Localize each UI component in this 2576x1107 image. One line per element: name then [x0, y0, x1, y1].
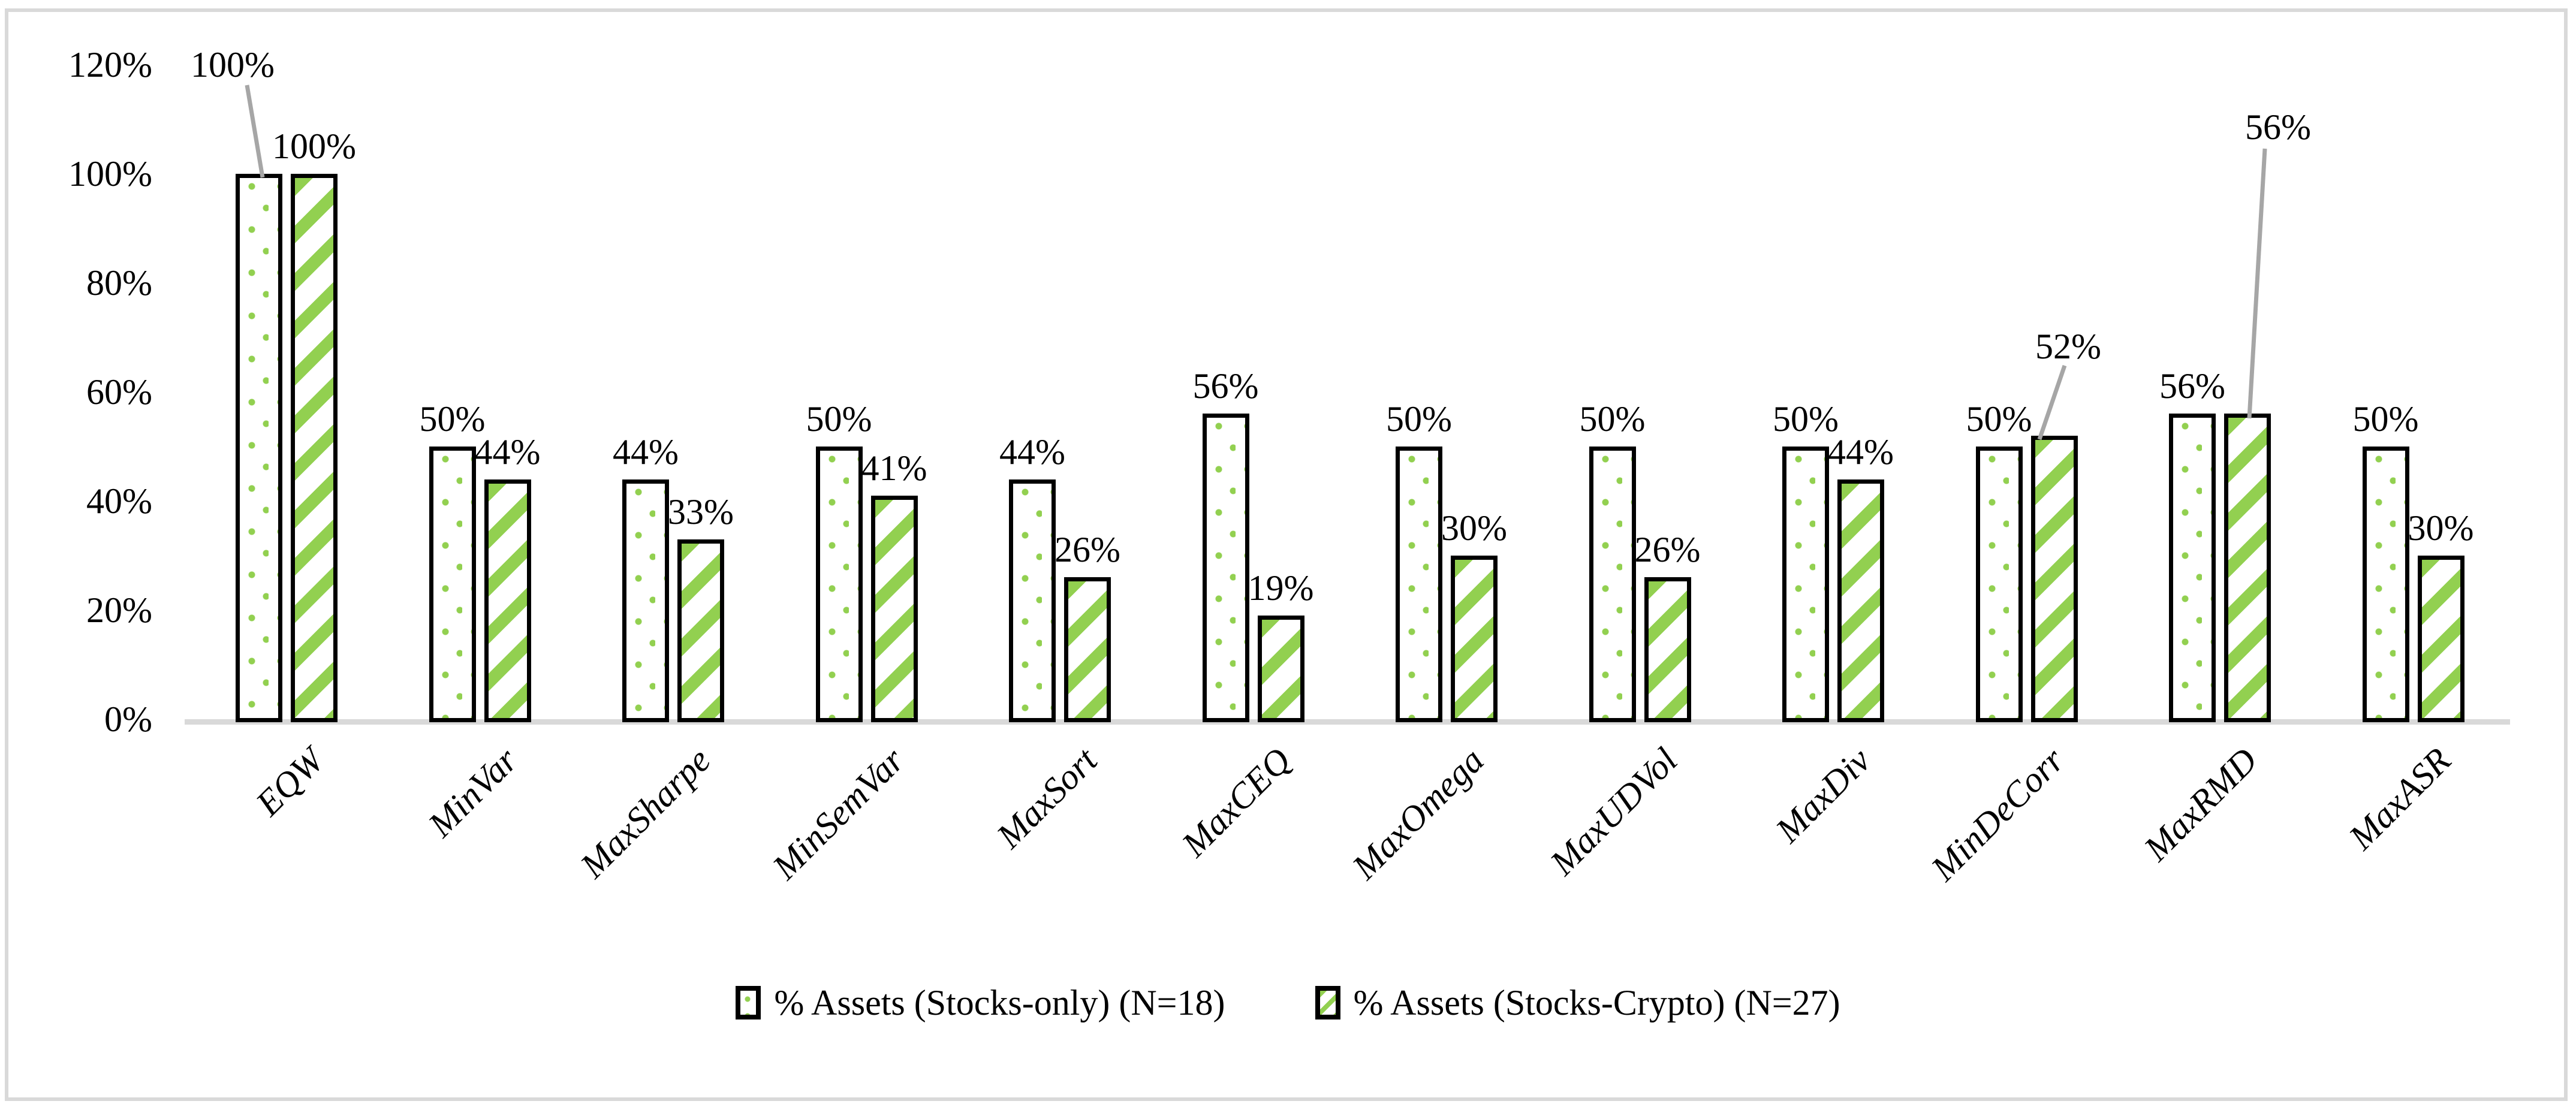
y-axis-tick-label: 40% — [86, 481, 152, 521]
data-label-series2-maxsharpe: 33% — [668, 491, 734, 532]
data-label-series2-maxrmd: 56% — [2245, 107, 2311, 147]
legend-label-stocks-only: % Assets (Stocks-only) (N=18) — [774, 983, 1225, 1022]
bar-series2-maxomega — [1451, 556, 1498, 722]
y-axis-tick-label: 120% — [68, 45, 152, 85]
data-label-series1-maxsharpe: 44% — [613, 432, 679, 472]
bar-series2-maxsharpe — [677, 539, 724, 722]
bar-series1-maxdiv — [1782, 447, 1829, 722]
x-axis-line — [185, 719, 2510, 725]
data-label-series2-mindecorr: 52% — [2035, 327, 2101, 366]
bar-series1-maxsort — [1009, 479, 1056, 722]
bar-series2-maxdiv — [1837, 479, 1884, 722]
bar-series1-maxrmd — [2169, 414, 2216, 722]
data-label-series1-maxceq: 56% — [1192, 366, 1259, 406]
bar-series2-mindecorr — [2030, 435, 2078, 722]
bar-series1-maxsharpe — [622, 479, 669, 722]
y-axis-tick-label: 100% — [68, 154, 152, 194]
legend-marker-striped-icon — [1315, 986, 1340, 1019]
bar-series2-minvar — [484, 479, 531, 722]
legend-label-stocks-crypto: % Assets (Stocks-Crypto) (N=27) — [1353, 983, 1840, 1022]
bar-series1-minvar — [429, 447, 476, 722]
bar-series2-maxsort — [1064, 577, 1111, 722]
data-label-series2-maxdiv: 44% — [1828, 432, 1894, 472]
legend-item-stocks-only: % Assets (Stocks-only) (N=18) — [736, 983, 1225, 1022]
data-label-series2-minvar: 44% — [474, 432, 541, 472]
data-label-series1-maxsort: 44% — [999, 432, 1065, 472]
y-axis-tick-label: 60% — [86, 372, 152, 412]
bar-series1-eqw — [236, 174, 282, 722]
bar-series2-eqw — [291, 174, 338, 722]
bar-series1-maxasr — [2362, 447, 2409, 722]
y-axis-tick-label: 80% — [86, 263, 152, 303]
y-axis-tick-label: 0% — [104, 699, 152, 739]
bar-series1-maxomega — [1396, 447, 1442, 722]
y-axis-tick-label: 20% — [86, 590, 152, 630]
data-label-series2-maxudvol: 26% — [1634, 530, 1701, 570]
bar-series1-minsemvar — [815, 447, 863, 722]
data-label-series1-eqw: 100% — [191, 45, 275, 85]
data-label-series1-minvar: 50% — [419, 399, 486, 439]
data-label-series1-maxasr: 50% — [2352, 399, 2419, 439]
bar-series2-maxrmd — [2224, 414, 2271, 722]
legend-item-stocks-crypto: % Assets (Stocks-Crypto) (N=27) — [1315, 983, 1840, 1022]
legend: % Assets (Stocks-only) (N=18) % Assets (… — [0, 983, 2576, 1022]
data-label-series1-maxrmd: 56% — [2159, 366, 2225, 406]
data-label-series2-maxasr: 30% — [2408, 508, 2474, 548]
data-label-series1-maxudvol: 50% — [1579, 399, 1646, 439]
data-label-series2-maxomega: 30% — [1441, 508, 1507, 548]
bar-series1-mindecorr — [1975, 447, 2023, 722]
bar-series2-minsemvar — [870, 495, 918, 722]
bar-series2-maxceq — [1257, 616, 1304, 722]
data-label-series2-maxceq: 19% — [1248, 568, 1314, 608]
data-label-series2-eqw: 100% — [272, 126, 356, 166]
data-label-series1-mindecorr: 50% — [1966, 399, 2032, 439]
data-label-series1-minsemvar: 50% — [806, 399, 872, 439]
data-label-series1-maxdiv: 50% — [1773, 399, 1839, 439]
bar-series2-maxasr — [2417, 556, 2464, 722]
legend-marker-dotted-icon — [736, 986, 761, 1019]
data-label-series2-maxsort: 26% — [1054, 530, 1120, 570]
bar-series2-maxudvol — [1644, 577, 1691, 722]
bar-series1-maxceq — [1202, 414, 1249, 722]
bar-series1-maxudvol — [1589, 447, 1636, 722]
data-label-series1-maxomega: 50% — [1386, 399, 1452, 439]
data-label-series2-minsemvar: 41% — [861, 448, 927, 488]
